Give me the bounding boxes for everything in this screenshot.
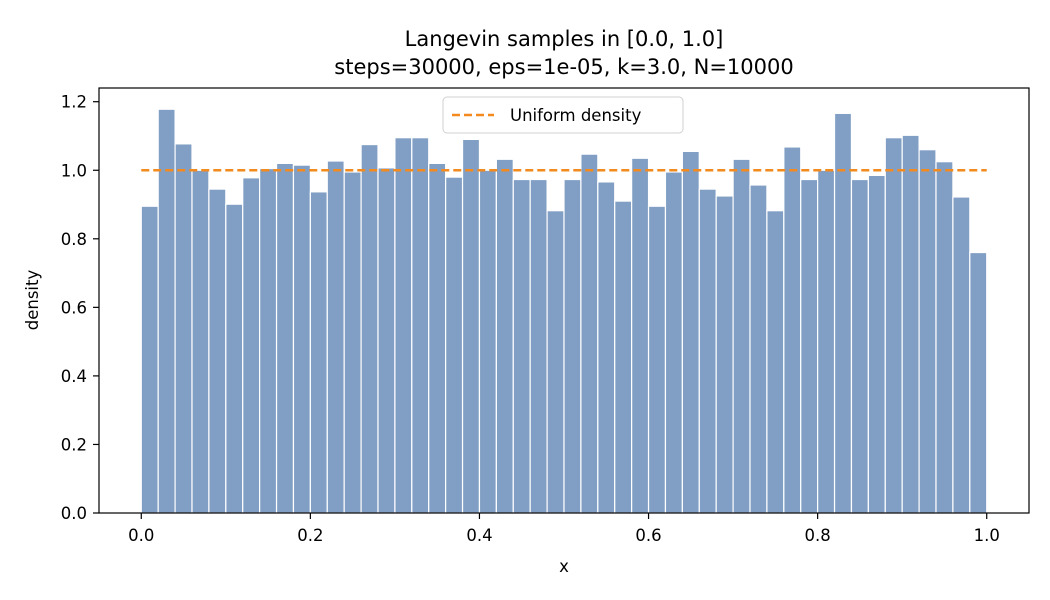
chart-title-line-2: steps=30000, eps=1e-05, k=3.0, N=10000 [334,55,793,79]
histogram-bar [901,134,920,514]
x-tick-label: 0.0 [128,526,154,545]
histogram-bar [766,210,785,514]
legend-box [442,96,684,134]
histogram-bar [597,181,616,514]
x-tick-label: 1.0 [974,526,1000,545]
x-tick-label: 0.2 [297,526,323,545]
y-tick-label: 1.0 [61,161,87,180]
y-tick-label: 1.2 [61,93,87,112]
histogram-bar [884,137,903,514]
histogram-bar [377,167,396,514]
histogram-bar [580,153,599,514]
y-tick-label: 0.8 [61,230,87,249]
histogram-bar [191,169,210,514]
legend: Uniform density [442,96,684,134]
histogram-bar [546,210,565,514]
x-tick-label: 0.4 [466,526,492,545]
histogram-bar [428,162,447,514]
histogram-bar [918,149,937,514]
y-axis-label: density [23,270,42,331]
histogram-bar [174,143,193,514]
histogram-bar [275,162,295,514]
histogram-bar [512,178,531,514]
histogram-bar [850,178,869,514]
histogram-bar [563,178,582,514]
histogram-bar [292,164,311,514]
histogram-bar [326,160,345,514]
histogram-bar [664,171,683,514]
histogram-bar [309,191,328,514]
histogram-bar [698,188,717,514]
y-tick-label: 0.2 [61,435,87,454]
y-axis-ticks: 0.0 0.2 0.4 0.6 0.8 1.0 1.2 [61,93,99,523]
x-tick-label: 0.8 [805,526,831,545]
y-tick-label: 0.0 [61,504,87,523]
histogram-bar [242,177,261,514]
histogram-bar [631,157,650,514]
histogram-bar [478,169,497,514]
histogram-bar [732,158,751,514]
y-tick-label: 0.4 [61,367,87,386]
chart-title-line-1: Langevin samples in [0.0, 1.0] [405,27,724,51]
histogram-bar [208,188,227,514]
histogram-bar [529,178,548,514]
histogram-bar [817,169,836,514]
histogram-bar [935,161,954,514]
histogram-bar [952,196,971,514]
plot-area-frame [98,87,1030,514]
histogram-bar [394,137,413,514]
histogram-bar [343,171,362,514]
histogram-bar [783,146,802,514]
histogram-bar [647,205,667,514]
histogram-bar [867,174,886,514]
legend-entry-uniform-density: Uniform density [510,106,642,125]
histogram-bar [614,200,633,514]
histogram-bar [225,203,244,514]
histogram-bar [833,112,853,514]
x-axis-ticks: 0.0 0.2 0.4 0.6 0.8 1.0 [128,513,1000,545]
histogram-bar [445,176,464,514]
histogram-bar [495,158,514,514]
x-tick-label: 0.6 [635,526,661,545]
y-tick-label: 0.6 [61,298,87,317]
histogram-bar [411,137,430,514]
histogram-bar [140,205,159,514]
histogram-bar [749,184,768,514]
histogram-bar [259,167,278,514]
histogram-bar [360,143,379,514]
histogram-bar [681,150,700,514]
histogram-bar [969,251,988,514]
histogram-bar [461,138,481,514]
x-axis-label: x [559,557,569,576]
histogram-bar [715,195,734,514]
histogram-bar [800,178,819,514]
